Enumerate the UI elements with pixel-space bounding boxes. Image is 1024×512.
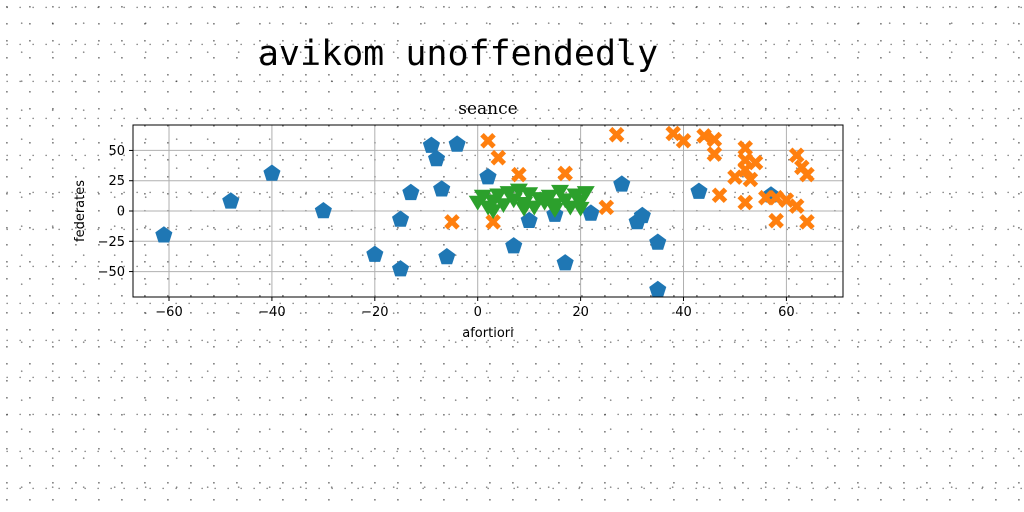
x-tick-label: 20	[572, 305, 589, 320]
data-point	[490, 149, 507, 166]
data-point	[155, 226, 173, 243]
data-point	[314, 202, 332, 219]
data-point	[485, 214, 501, 230]
data-point	[428, 149, 446, 167]
x-tick-label: 0	[474, 305, 482, 320]
data-point	[799, 214, 815, 230]
data-point	[571, 201, 590, 217]
data-point	[788, 198, 805, 214]
data-point	[515, 201, 534, 217]
x-tick-label: 40	[675, 305, 692, 320]
y-tick-label: 25	[108, 174, 125, 189]
data-point	[392, 210, 410, 227]
data-point	[737, 140, 754, 156]
chart-title: seance	[458, 99, 517, 119]
data-point	[742, 171, 759, 188]
data-point	[711, 187, 728, 204]
data-point	[551, 184, 570, 200]
data-point	[494, 198, 513, 214]
data-point	[582, 204, 600, 221]
data-point	[768, 212, 784, 229]
x-axis-label: afortiori	[462, 326, 513, 341]
data-point	[747, 154, 764, 171]
data-point	[366, 245, 384, 262]
data-point	[737, 194, 754, 211]
x-tick-label: 60	[778, 305, 795, 320]
data-point	[520, 187, 539, 203]
data-point	[556, 254, 574, 271]
y-tick-label: 50	[108, 144, 125, 159]
data-point	[690, 182, 708, 199]
data-point	[473, 189, 492, 205]
y-tick-label: 0	[117, 205, 125, 220]
data-marks	[155, 125, 815, 297]
x-tick-label: −60	[155, 305, 182, 320]
data-point	[511, 166, 527, 183]
y-tick-label: −50	[98, 265, 125, 280]
data-point	[422, 136, 440, 153]
data-point	[649, 280, 667, 297]
axis-ticks: −60 −40 −20 0 20 40 60 −50 −25 0 25 50	[98, 144, 795, 320]
data-point	[433, 180, 451, 197]
data-point	[444, 214, 460, 230]
x-tick-label: −20	[361, 305, 388, 320]
data-point	[557, 165, 573, 182]
data-point	[480, 132, 496, 149]
data-point	[484, 204, 503, 220]
data-point	[438, 248, 456, 265]
data-point	[263, 164, 281, 181]
data-point	[649, 233, 667, 250]
data-point	[448, 135, 466, 152]
data-point	[505, 237, 523, 254]
data-point	[613, 175, 631, 192]
data-point	[768, 189, 784, 206]
data-point	[598, 199, 615, 216]
data-point	[489, 188, 508, 204]
data-point	[675, 132, 692, 149]
x-tick-label: −40	[258, 305, 285, 320]
data-point	[706, 146, 723, 162]
data-point	[633, 206, 651, 224]
data-point	[402, 183, 420, 201]
data-point	[778, 192, 795, 208]
data-point	[788, 147, 805, 164]
data-point	[608, 126, 625, 143]
data-point	[520, 211, 538, 228]
y-tick-label: −25	[98, 235, 125, 250]
data-point	[479, 168, 497, 185]
data-point	[576, 186, 595, 201]
data-point	[545, 203, 564, 218]
y-axis-label: federates	[73, 180, 88, 242]
data-point	[392, 260, 410, 277]
data-point	[540, 189, 559, 205]
figure-title: avikom unoffendedly	[257, 34, 659, 74]
data-point	[222, 192, 240, 209]
data-point	[799, 166, 815, 183]
data-point	[706, 131, 723, 148]
data-point	[696, 128, 712, 144]
